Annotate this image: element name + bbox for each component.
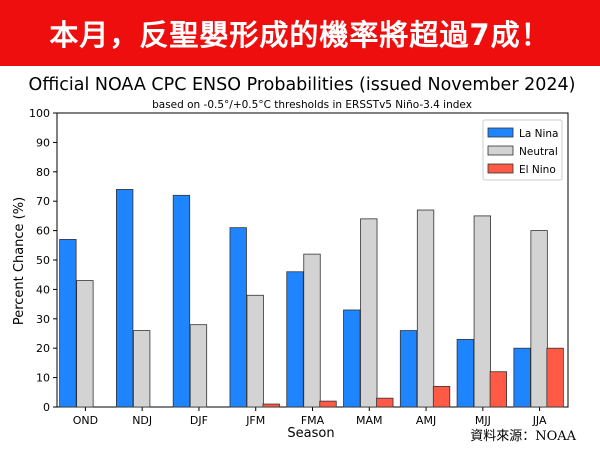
bar-la-nina-mam [343, 309, 361, 408]
legend-swatch-neutral [487, 145, 514, 156]
y-tick-label: 60 [36, 225, 50, 238]
bar-neutral-ndj [133, 330, 151, 408]
chart-subtitle: based on -0.5°/+0.5°C thresholds in ERSS… [152, 99, 472, 111]
y-tick-label: 80 [36, 166, 50, 179]
x-tick-label-mjj: MJJ [475, 414, 491, 427]
bar-la-nina-ond [59, 239, 77, 408]
y-tick-label: 70 [36, 195, 50, 208]
bar-neutral-mjj [473, 215, 491, 408]
legend-swatch-la-nina [487, 127, 514, 138]
x-tick-label-jfm: JFM [245, 414, 265, 427]
enso-probability-chart: Official NOAA CPC ENSO Probabilities (is… [12, 75, 576, 441]
x-axis-label: Season [287, 426, 334, 441]
bar-la-nina-mjj [456, 338, 474, 408]
bar-el-nino-jfm [262, 403, 280, 408]
y-tick-label: 0 [43, 401, 50, 414]
bar-la-nina-jfm [229, 227, 247, 408]
x-tick-label-ond: OND [73, 414, 98, 427]
bar-el-nino-mam [376, 397, 394, 408]
legend-label-el-nino: El Nino [519, 164, 556, 176]
y-tick-label: 100 [29, 107, 50, 120]
y-tick-label: 50 [36, 254, 50, 267]
y-tick-label: 30 [36, 313, 50, 326]
legend-swatch-el-nino [487, 163, 514, 174]
bar-neutral-djf [189, 324, 208, 408]
y-tick-label: 10 [36, 372, 50, 385]
bar-el-nino-mjj [489, 371, 507, 408]
x-tick-label-djf: DJF [190, 414, 208, 427]
bar-la-nina-amj [399, 330, 418, 408]
bar-la-nina-djf [172, 194, 191, 408]
bar-el-nino-fma [319, 400, 337, 408]
source-note: 資料來源：NOAA [470, 429, 576, 444]
bar-el-nino-jja [546, 347, 564, 408]
y-tick-label: 20 [36, 342, 50, 355]
bar-la-nina-fma [286, 271, 304, 408]
y-tick-label: 40 [36, 283, 50, 296]
y-tick-label: 90 [36, 136, 50, 149]
x-tick-label-mam: MAM [356, 414, 383, 427]
bar-neutral-ond [76, 280, 94, 408]
x-tick-label-amj: AMJ [416, 414, 436, 427]
chart-title: Official NOAA CPC ENSO Probabilities (is… [29, 75, 576, 95]
x-tick-label-jja: JJA [532, 414, 547, 427]
headline-banner: 本月，反聖嬰形成的機率將超過7成！ [0, 0, 600, 66]
legend-label-la-nina: La Nina [519, 128, 558, 140]
bar-neutral-mam [360, 218, 378, 408]
headline-text: 本月，反聖嬰形成的機率將超過7成！ [49, 18, 551, 52]
bar-neutral-fma [303, 253, 321, 408]
bar-neutral-jfm [246, 294, 264, 408]
bar-la-nina-jja [513, 347, 531, 408]
bar-el-nino-amj [432, 386, 451, 408]
bar-neutral-jja [530, 230, 548, 408]
x-tick-label-ndj: NDJ [132, 414, 152, 427]
legend-label-neutral: Neutral [519, 146, 558, 158]
y-axis-label: Percent Chance (%) [12, 197, 27, 325]
bar-neutral-amj [416, 209, 435, 408]
bar-la-nina-ndj [116, 189, 134, 408]
x-tick-label-fma: FMA [301, 414, 325, 427]
